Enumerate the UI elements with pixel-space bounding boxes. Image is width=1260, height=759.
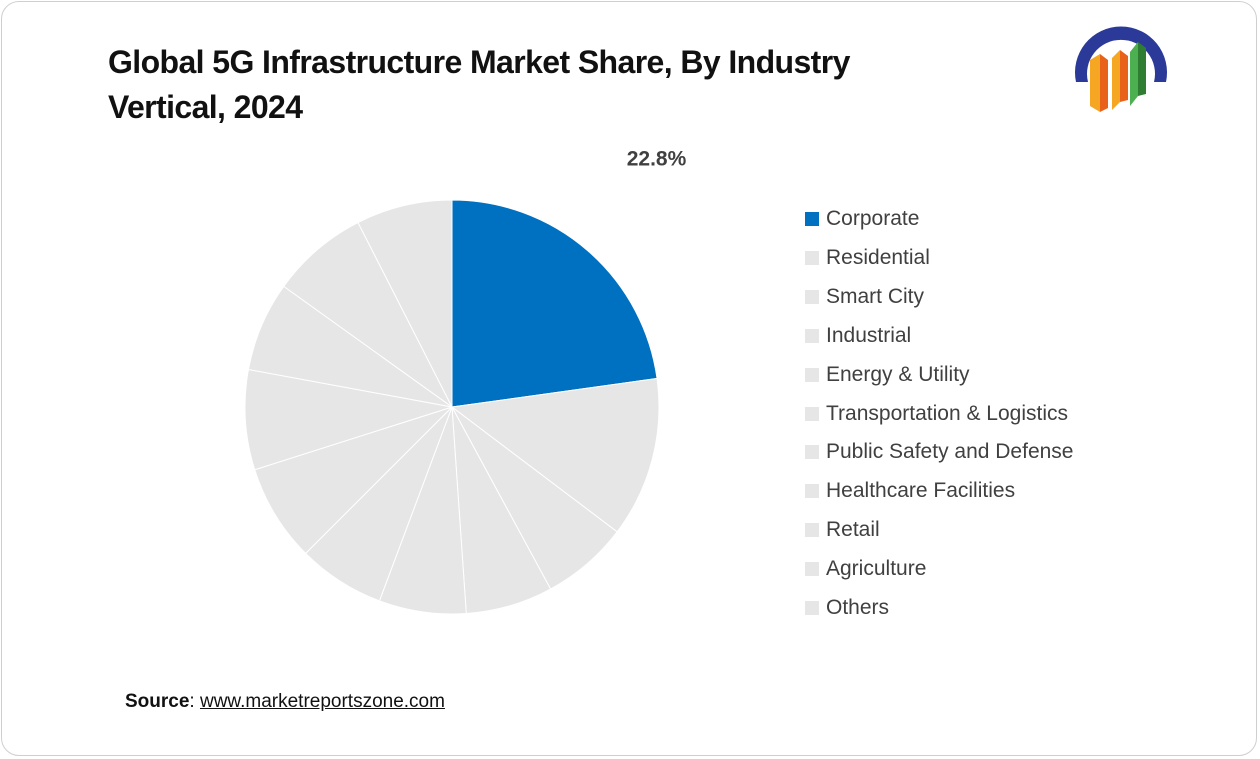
legend-swatch (805, 562, 819, 577)
legend-label: Corporate (826, 207, 920, 231)
legend-swatch (805, 600, 819, 615)
pie-slice-healthcare-facilities (244, 368, 453, 471)
legend-swatch (805, 212, 819, 227)
legend-item-corporate: Corporate (805, 200, 1074, 239)
legend-swatch (805, 290, 819, 305)
legend-label: Healthcare Facilities (826, 479, 1016, 503)
legend-item-industrial: Industrial (805, 317, 1074, 356)
legend-label: Transportation & Logistics (826, 401, 1069, 425)
legend-label: Energy & Utility (826, 362, 970, 386)
source-note: Source: www.marketreportszone.com (125, 691, 445, 713)
legend-item-healthcare-facilities: Healthcare Facilities (805, 472, 1074, 511)
source-label: Source (125, 691, 190, 712)
legend-item-public-safety-and-defense: Public Safety and Defense (805, 433, 1074, 472)
legend-swatch (805, 367, 819, 382)
source-separator: : (189, 691, 200, 712)
legend-swatch (805, 406, 819, 421)
pie-slice-residential (450, 377, 660, 533)
brand-logo-icon (1075, 26, 1167, 112)
legend-label: Residential (826, 246, 930, 270)
pie-slice-others (357, 199, 453, 408)
legend-label: Public Safety and Defense (826, 440, 1074, 464)
legend-swatch (805, 484, 819, 499)
pie-chart: 22.8% (244, 147, 687, 615)
legend-item-smart-city: Smart City (805, 278, 1074, 317)
legend-label: Retail (826, 518, 880, 542)
legend-swatch (805, 523, 819, 538)
source-link[interactable]: www.marketreportszone.com (199, 691, 445, 712)
pie-slice-agriculture (283, 221, 453, 408)
chart-legend: Corporate Residential Smart City Industrial… (805, 200, 1074, 627)
legend-label: Smart City (826, 285, 925, 309)
legend-item-residential: Residential (805, 239, 1074, 278)
legend-item-others: Others (805, 588, 1074, 627)
legend-label: Agriculture (826, 557, 927, 581)
legend-item-transportation-and-logistics: Transportation & Logistics (805, 394, 1074, 433)
legend-item-energy-and-utility: Energy & Utility (805, 355, 1074, 394)
legend-swatch (805, 251, 819, 266)
pie-slice-corporate (451, 199, 658, 408)
legend-label: Industrial (826, 323, 912, 347)
pie-data-label-corporate: 22.8% (627, 147, 687, 170)
legend-item-agriculture: Agriculture (805, 550, 1074, 589)
legend-swatch (805, 445, 819, 460)
legend-swatch (805, 328, 819, 343)
legend-item-retail: Retail (805, 511, 1074, 550)
pie-slice-public-safety-and-defense (254, 406, 453, 555)
chart-title: Global 5G Infrastructure Market Share, B… (108, 44, 850, 125)
legend-label: Others (826, 595, 890, 619)
